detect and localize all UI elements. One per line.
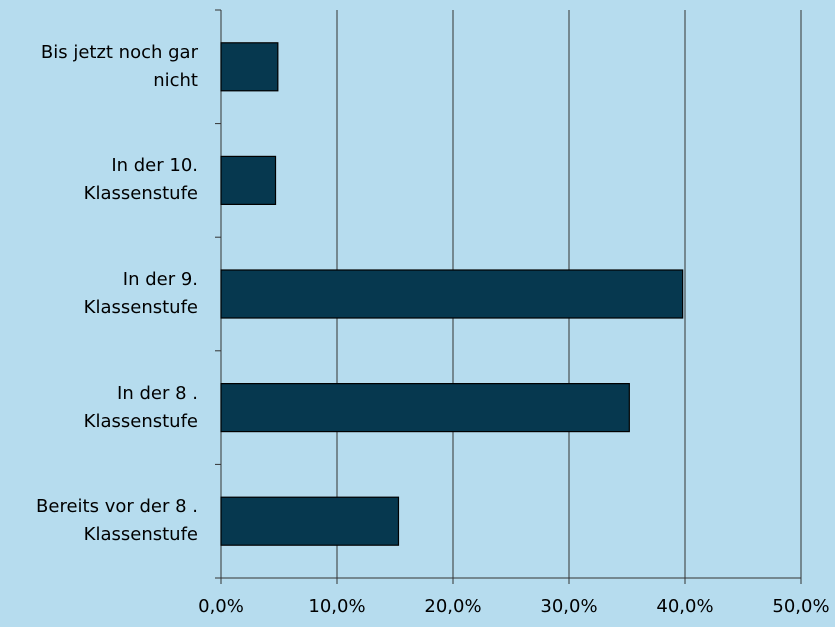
y-tick-label: In der 10. Klassenstufe (83, 155, 198, 205)
x-tick-label: 10,0% (308, 596, 365, 617)
bar (220, 496, 400, 546)
y-tick-label: In der 8 . Klassenstufe (83, 382, 198, 432)
x-tick-label: 40,0% (656, 596, 713, 617)
y-tick-label: Bis jetzt noch gar nicht (40, 41, 198, 91)
x-tick-label: 0,0% (198, 596, 244, 617)
bar (220, 269, 684, 319)
bar (220, 383, 630, 433)
x-tick-label: 50,0% (772, 596, 829, 617)
bar (220, 155, 277, 205)
bar (220, 42, 279, 92)
x-tick-label: 20,0% (424, 596, 481, 617)
y-tick-label: In der 9. Klassenstufe (83, 269, 198, 318)
x-tick-label: 30,0% (540, 596, 597, 617)
y-tick-label: Bereits vor der 8 . Klassenstufe (36, 496, 198, 546)
